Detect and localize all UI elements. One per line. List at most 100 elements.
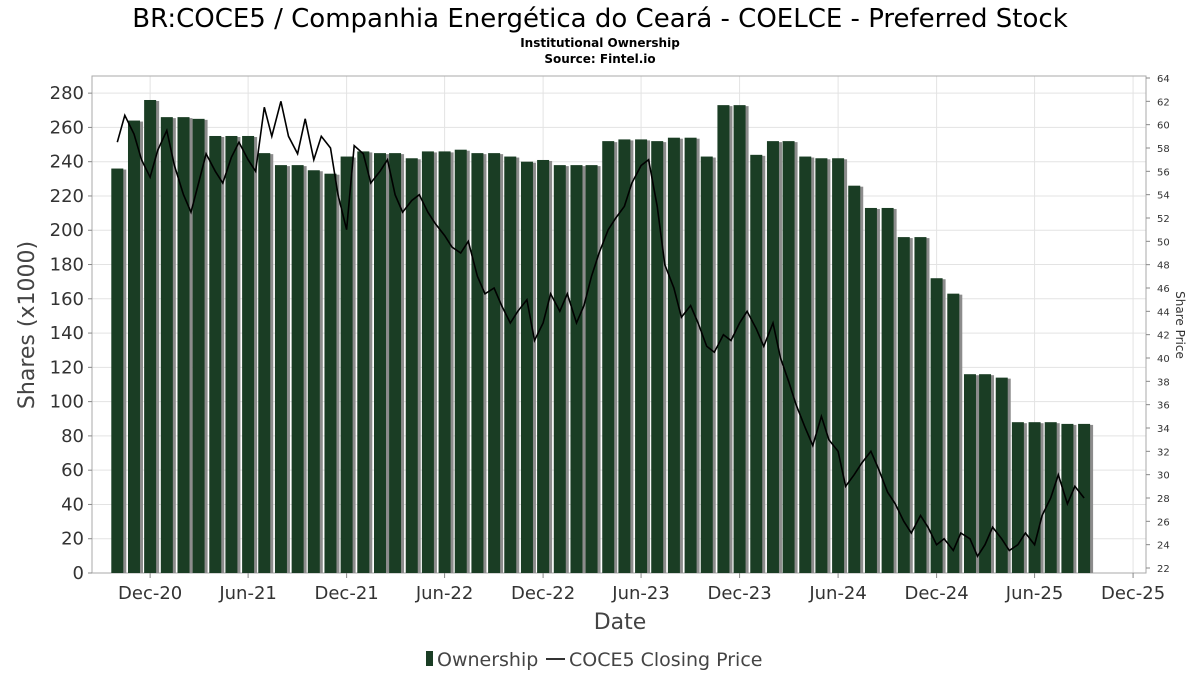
legend-price-label: COCE5 Closing Price — [569, 649, 762, 671]
y2-tick-label: 46 — [1157, 284, 1170, 295]
chart-subtitle-ownership: Institutional Ownership — [520, 36, 680, 50]
y-tick-label: 220 — [50, 186, 84, 207]
x-tick-label: Dec-22 — [511, 583, 575, 604]
ownership-bar — [454, 149, 467, 573]
ownership-bar — [209, 135, 222, 573]
ownership-bar — [373, 153, 386, 573]
x-tick-label: Jun-21 — [218, 583, 277, 604]
ownership-bar — [438, 151, 451, 573]
y2-tick-label: 28 — [1157, 494, 1170, 505]
y2-tick-label: 58 — [1157, 144, 1170, 155]
ownership-bar — [488, 153, 501, 573]
ownership-bar — [979, 374, 992, 573]
ownership-bar — [1078, 423, 1091, 573]
ownership-bar — [242, 135, 255, 573]
ownership-bar — [947, 293, 960, 573]
ownership-bar — [700, 156, 713, 573]
ownership-bar — [324, 173, 337, 573]
y2-axis-label: Share Price — [1173, 291, 1187, 359]
chart-title: BR:COCE5 / Companhia Energética do Ceará… — [132, 4, 1068, 34]
ownership-bar — [733, 105, 746, 573]
y2-tick-label: 48 — [1157, 261, 1170, 272]
ownership-bar — [881, 207, 894, 573]
ownership-bar — [160, 117, 173, 573]
x-tick-label: Jun-25 — [1005, 583, 1064, 604]
ownership-bar — [717, 105, 730, 573]
y2-tick-label: 44 — [1157, 307, 1170, 318]
ownership-bar — [389, 153, 402, 573]
ownership-bar — [291, 165, 304, 573]
y2-axis-ticks: 22 24 26 28 30 32 34 36 38 40 42 44 46 48 50 52 54 56 58 60… — [1146, 74, 1170, 575]
ownership-bar — [111, 168, 124, 573]
y2-tick-label: 22 — [1157, 564, 1170, 575]
y-tick-label: 120 — [50, 357, 84, 378]
ownership-bar — [914, 237, 927, 573]
x-axis-label: Date — [594, 610, 647, 635]
legend-ownership-label: Ownership — [437, 649, 538, 671]
ownership-bar — [864, 207, 877, 573]
y-tick-label: 200 — [50, 220, 84, 241]
ownership-bar — [815, 158, 828, 573]
y-tick-label: 140 — [50, 323, 84, 344]
y2-tick-label: 42 — [1157, 331, 1170, 342]
ownership-bar — [274, 165, 287, 573]
x-tick-label: Jun-24 — [808, 583, 867, 604]
ownership-bar — [897, 237, 910, 573]
chart-subtitle-source: Source: Fintel.io — [544, 52, 655, 66]
ownership-bar — [405, 158, 418, 573]
y-tick-label: 60 — [61, 460, 84, 481]
y-tick-label: 100 — [50, 392, 84, 413]
y2-tick-label: 62 — [1157, 97, 1170, 108]
y-tick-label: 40 — [61, 494, 84, 515]
y-tick-label: 0 — [73, 563, 84, 584]
ownership-bar — [930, 278, 943, 573]
y-tick-label: 280 — [50, 83, 84, 104]
x-tick-label: Dec-21 — [315, 583, 379, 604]
ownership-bar — [421, 151, 434, 573]
ownership-bar — [340, 156, 353, 573]
ownership-bar — [963, 374, 976, 573]
ownership-bar — [585, 165, 598, 573]
x-tick-label: Dec-23 — [707, 583, 771, 604]
x-tick-label: Dec-20 — [118, 583, 182, 604]
ownership-bar — [799, 156, 812, 573]
ownership-bar — [635, 139, 648, 573]
y-tick-label: 240 — [50, 152, 84, 173]
ownership-bar — [684, 137, 697, 574]
y-axis-ticks: 0 20 40 60 80 100 120 140 160 180 200 220 240 260 280 — [50, 83, 92, 584]
y2-tick-label: 64 — [1157, 74, 1170, 85]
ownership-bar — [177, 117, 190, 573]
legend-ownership-swatch — [426, 651, 433, 666]
price-line-group — [116, 101, 1085, 558]
x-tick-label: Dec-25 — [1101, 583, 1165, 604]
y2-tick-label: 32 — [1157, 447, 1170, 458]
y2-tick-label: 30 — [1157, 471, 1170, 482]
y2-tick-label: 56 — [1157, 167, 1170, 178]
y2-tick-label: 40 — [1157, 354, 1170, 365]
legend: Ownership COCE5 Closing Price — [426, 649, 762, 671]
ownership-bar — [570, 165, 583, 573]
ownership-bar — [553, 165, 566, 573]
ownership-bar — [1061, 423, 1074, 573]
ownership-bar — [651, 141, 664, 573]
y2-tick-label: 36 — [1157, 401, 1170, 412]
y-axis-label: Shares (x1000) — [15, 241, 40, 409]
x-axis-ticks: Dec-20 Jun-21 Dec-21 Jun-22 Dec-22 Jun-23 Dec-… — [118, 573, 1165, 604]
ownership-bar — [307, 170, 320, 574]
ownership-bar — [782, 141, 795, 573]
ownership-bar — [225, 135, 238, 573]
y-tick-label: 260 — [50, 117, 84, 138]
ownership-bar — [192, 118, 205, 574]
ownership-bar — [1028, 422, 1041, 573]
y2-tick-label: 24 — [1157, 541, 1170, 552]
ownership-bar — [832, 158, 845, 573]
ownership-bar — [667, 137, 680, 574]
ownership-bar — [520, 161, 533, 574]
y2-tick-label: 38 — [1157, 377, 1170, 388]
ownership-bar — [537, 159, 550, 573]
ownership-bars — [111, 99, 1094, 574]
ownership-bar — [127, 120, 140, 573]
y2-tick-label: 50 — [1157, 237, 1170, 248]
ownership-bar — [471, 153, 484, 573]
